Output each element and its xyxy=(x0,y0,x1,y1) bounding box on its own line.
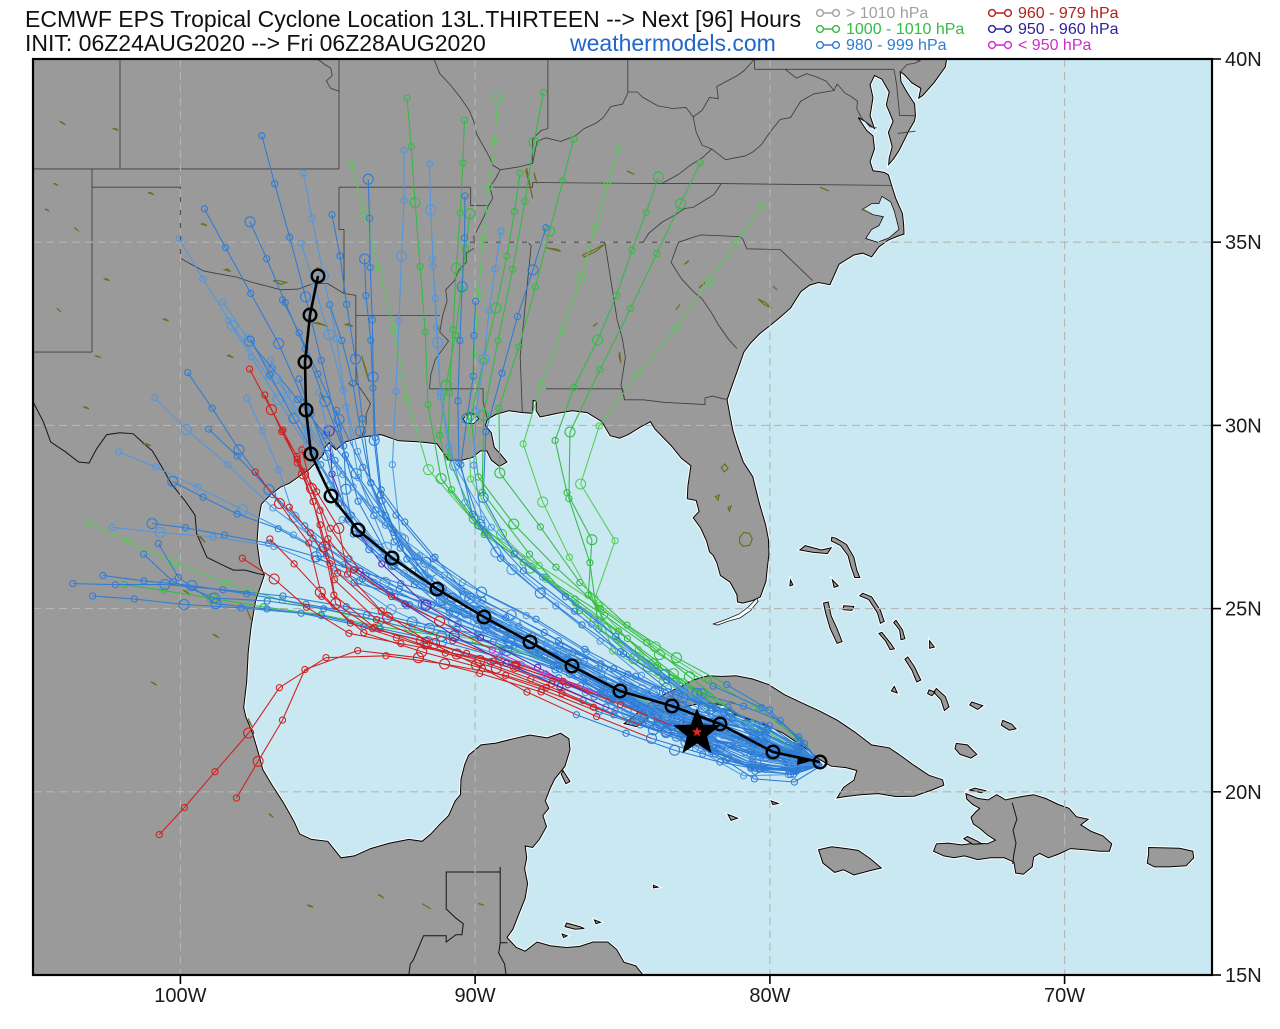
svg-text:950 - 960 hPa: 950 - 960 hPa xyxy=(1018,21,1119,38)
svg-text:30N: 30N xyxy=(1225,415,1262,437)
svg-text:80W: 80W xyxy=(749,985,790,1007)
svg-text:90W: 90W xyxy=(455,985,496,1007)
svg-text:weathermodels.com: weathermodels.com xyxy=(569,30,776,56)
svg-text:100W: 100W xyxy=(154,985,206,1007)
svg-text:15N: 15N xyxy=(1225,965,1262,987)
svg-text:35N: 35N xyxy=(1225,232,1262,254)
svg-text:1000 - 1010 hPa: 1000 - 1010 hPa xyxy=(846,21,964,38)
svg-text:960 - 979 hPa: 960 - 979 hPa xyxy=(1018,5,1119,22)
svg-text:> 1010 hPa: > 1010 hPa xyxy=(846,5,928,22)
svg-text:25N: 25N xyxy=(1225,599,1262,621)
svg-text:20N: 20N xyxy=(1225,782,1262,804)
svg-text:70W: 70W xyxy=(1044,985,1085,1007)
svg-text:980 - 999 hPa: 980 - 999 hPa xyxy=(846,37,947,54)
svg-text:40N: 40N xyxy=(1225,49,1262,71)
svg-text:< 950 hPa: < 950 hPa xyxy=(1018,37,1092,54)
svg-text:INIT: 06Z24AUG2020 --> Fri 06Z: INIT: 06Z24AUG2020 --> Fri 06Z28AUG2020 xyxy=(25,30,486,56)
svg-text:ECMWF EPS Tropical Cyclone Loc: ECMWF EPS Tropical Cyclone Location 13L.… xyxy=(25,6,801,32)
